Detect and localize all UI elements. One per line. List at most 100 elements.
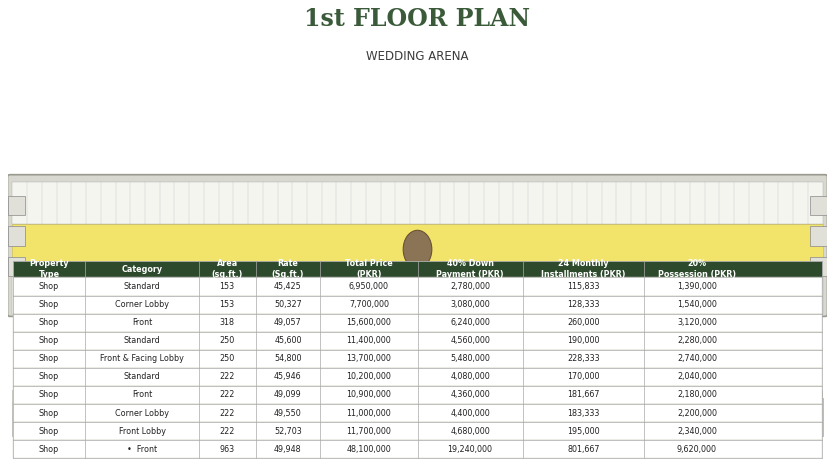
Text: Standard: Standard [124, 282, 160, 291]
Text: 228,333: 228,333 [567, 354, 600, 363]
Text: 2,040,000: 2,040,000 [677, 372, 717, 382]
Text: 49,550: 49,550 [274, 409, 301, 417]
FancyBboxPatch shape [564, 409, 627, 433]
Text: 1,390,000: 1,390,000 [677, 282, 717, 291]
FancyBboxPatch shape [13, 440, 822, 458]
Text: 2,740,000: 2,740,000 [677, 354, 717, 363]
Ellipse shape [403, 230, 432, 269]
Text: 45,425: 45,425 [274, 282, 301, 291]
Text: 4,400,000: 4,400,000 [450, 409, 490, 417]
FancyBboxPatch shape [40, 409, 104, 433]
Text: 801,667: 801,667 [567, 445, 600, 453]
Text: 3,120,000: 3,120,000 [677, 318, 717, 327]
FancyBboxPatch shape [621, 312, 672, 323]
Text: 963: 963 [220, 445, 235, 453]
FancyBboxPatch shape [13, 277, 822, 296]
FancyBboxPatch shape [8, 175, 827, 317]
FancyBboxPatch shape [587, 389, 608, 400]
Text: 190,000: 190,000 [567, 336, 600, 345]
Text: 7,700,000: 7,700,000 [349, 300, 389, 309]
FancyBboxPatch shape [342, 389, 362, 400]
Text: Rate
(Sq.ft.): Rate (Sq.ft.) [271, 259, 304, 279]
FancyBboxPatch shape [13, 296, 822, 313]
Text: 153: 153 [220, 282, 235, 291]
Text: Standard: Standard [124, 372, 160, 382]
Text: 5,480,000: 5,480,000 [450, 354, 490, 363]
Text: 318: 318 [220, 318, 235, 327]
FancyBboxPatch shape [473, 389, 493, 400]
Text: 6,240,000: 6,240,000 [450, 318, 490, 327]
Text: 52,703: 52,703 [274, 426, 301, 436]
FancyBboxPatch shape [810, 226, 827, 246]
Text: 10,900,000: 10,900,000 [347, 390, 392, 399]
Text: 45,946: 45,946 [274, 372, 301, 382]
Text: 2,780,000: 2,780,000 [450, 282, 490, 291]
Circle shape [387, 354, 448, 411]
Text: 48,100,000: 48,100,000 [347, 445, 392, 453]
Text: Shop: Shop [39, 372, 59, 382]
Text: 2,180,000: 2,180,000 [677, 390, 717, 399]
FancyBboxPatch shape [482, 409, 545, 433]
Text: Front & Facing Lobby: Front & Facing Lobby [100, 354, 184, 363]
Text: Shop: Shop [39, 445, 59, 453]
Text: Shop: Shop [39, 336, 59, 345]
Text: 4,560,000: 4,560,000 [450, 336, 490, 345]
Text: 49,057: 49,057 [274, 318, 301, 327]
Text: •  Front: • Front [127, 445, 157, 453]
Text: Shop: Shop [39, 354, 59, 363]
Text: 4,680,000: 4,680,000 [450, 426, 490, 436]
Text: 222: 222 [220, 372, 235, 382]
Text: 20%
Possession (PKR): 20% Possession (PKR) [658, 259, 736, 279]
FancyBboxPatch shape [13, 182, 822, 224]
Text: Front: Front [132, 390, 152, 399]
Text: 11,700,000: 11,700,000 [347, 426, 392, 436]
FancyBboxPatch shape [13, 313, 822, 332]
Text: 222: 222 [220, 426, 235, 436]
Text: 2,200,000: 2,200,000 [677, 409, 717, 417]
FancyBboxPatch shape [286, 409, 349, 433]
FancyBboxPatch shape [13, 386, 822, 404]
FancyBboxPatch shape [8, 226, 25, 246]
FancyBboxPatch shape [368, 348, 467, 417]
FancyBboxPatch shape [204, 409, 267, 433]
FancyBboxPatch shape [810, 196, 827, 215]
FancyBboxPatch shape [490, 312, 541, 323]
Text: Shop: Shop [39, 300, 59, 309]
FancyBboxPatch shape [13, 224, 822, 275]
Text: 181,667: 181,667 [567, 390, 600, 399]
Text: Corner Lobby: Corner Lobby [115, 409, 170, 417]
FancyBboxPatch shape [294, 312, 345, 323]
Text: 49,948: 49,948 [274, 445, 301, 453]
FancyBboxPatch shape [13, 261, 822, 277]
Text: 250: 250 [220, 336, 235, 345]
FancyBboxPatch shape [8, 257, 25, 276]
Text: Shop: Shop [39, 409, 59, 417]
Text: 1,540,000: 1,540,000 [677, 300, 717, 309]
Text: 15,600,000: 15,600,000 [347, 318, 392, 327]
FancyBboxPatch shape [8, 196, 25, 215]
Text: Shop: Shop [39, 426, 59, 436]
Text: Shop: Shop [39, 282, 59, 291]
FancyBboxPatch shape [727, 409, 791, 433]
Text: 40% Down
Payment (PKR): 40% Down Payment (PKR) [437, 259, 504, 279]
Text: Shop: Shop [39, 390, 59, 399]
Text: Standard: Standard [124, 336, 160, 345]
Text: 11,400,000: 11,400,000 [347, 336, 392, 345]
Text: 45,600: 45,600 [274, 336, 301, 345]
Text: Front Lobby: Front Lobby [119, 426, 165, 436]
Text: 3,080,000: 3,080,000 [450, 300, 490, 309]
FancyBboxPatch shape [13, 398, 822, 436]
Text: 10,200,000: 10,200,000 [347, 372, 392, 382]
Text: 128,333: 128,333 [567, 300, 600, 309]
Text: 1st FLOOR PLAN: 1st FLOOR PLAN [305, 7, 530, 31]
FancyBboxPatch shape [718, 389, 739, 400]
Text: 19,240,000: 19,240,000 [448, 445, 493, 453]
FancyBboxPatch shape [13, 275, 822, 314]
Text: Total Price
(PKR): Total Price (PKR) [345, 259, 392, 279]
Text: 4,080,000: 4,080,000 [450, 372, 490, 382]
Text: 250: 250 [220, 354, 235, 363]
FancyBboxPatch shape [13, 368, 822, 386]
Text: Front: Front [132, 318, 152, 327]
Text: Corner Lobby: Corner Lobby [115, 300, 170, 309]
Text: 153: 153 [220, 300, 235, 309]
